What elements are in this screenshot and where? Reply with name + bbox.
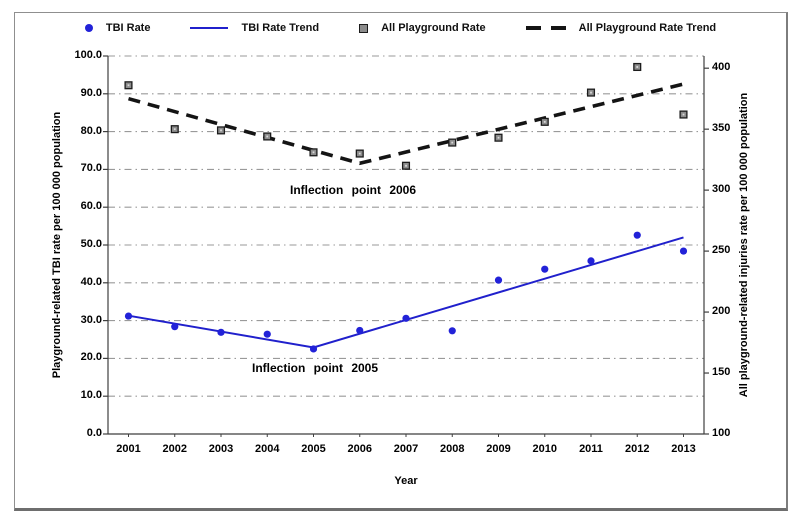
tbi-rate-point [633,231,641,239]
annotation-inflection-2006: Inflection point 2006 [289,183,417,197]
all-playground-point-center [220,129,222,132]
x-tick-label: 2010 [532,443,557,455]
legend-item-tbi-rate-trend: TBI Rate Trend [190,22,319,34]
tbi-rate-point [402,314,410,322]
tbi-rate-point [541,265,549,273]
x-tick-label: 2013 [671,443,696,455]
x-tick-label: 2007 [393,443,419,455]
all-playground-point-center [127,84,130,87]
x-axis-title: Year [394,475,418,487]
legend-item-all-playground-rate-trend: All Playground Rate Trend [525,22,717,34]
y-right-tick-label: 350 [712,122,731,135]
all-playground-point-center [590,91,592,94]
y-left-tick-label: 10.0 [80,389,102,402]
all-playground-point-center [266,135,269,138]
legend-label: TBI Rate Trend [241,22,320,34]
y-left-tick-label: 70.0 [80,162,102,175]
tbi-rate-point [494,276,503,284]
y-right-tick-label: 150 [712,366,731,379]
annotation-inflection-2005: Inflection point 2005 [251,361,379,375]
tbi-rate-point [587,257,595,265]
y-left-tick-label: 20.0 [80,351,102,364]
legend-label: All Playground Rate Trend [578,22,717,34]
plot-area [103,55,709,437]
all-playground-trend-dash-icon [525,26,566,30]
tbi-trend-line [128,236,684,349]
y-left-tick-label: 0.0 [86,427,102,439]
legend-label: All Playground Rate [381,22,486,34]
tbi-rate-point [263,330,271,338]
tbi-rate-point [356,326,364,335]
tbi-rate-point [124,312,133,320]
all-playground-square-icon [359,23,369,33]
y-right-tick-label: 100 [712,427,731,439]
all-playground-point-center [405,164,407,167]
x-tick-label: 2009 [486,443,511,455]
tbi-rate-dot-icon [84,24,93,32]
legend-label: TBI Rate [105,22,151,34]
tbi-rate-point [679,247,688,255]
all-playground-point-center [543,120,546,123]
all-playground-point-center [358,152,361,155]
tbi-rate-point [448,327,456,335]
x-tick-label: 2001 [116,443,141,455]
y-left-tick-label: 40.0 [80,275,102,288]
all-playground-point-center [451,141,454,144]
x-tick-label: 2003 [208,443,234,455]
all-playground-point-center [173,128,176,131]
y-right-tick-label: 300 [712,183,731,196]
x-tick-label: 2005 [301,443,326,455]
y-left-tick-label: 100.0 [74,49,102,61]
all-playground-point-center [682,113,685,116]
figure-border [14,12,788,511]
all-playground-trend-line [128,82,684,166]
tbi-rate-point [171,323,179,331]
y-right-tick-label: 200 [712,305,731,318]
tbi-rate-point [309,345,318,353]
y-left-tick-label: 30.0 [80,313,102,326]
legend-item-all-playground-rate: All Playground Rate [359,22,486,34]
tbi-trend-line-icon [190,27,229,29]
legend-item-tbi-rate: TBI Rate [84,22,151,34]
all-playground-point-center [636,66,639,68]
x-tick-label: 2006 [347,443,372,455]
y-left-tick-label: 50.0 [80,238,102,250]
all-playground-point-center [497,136,500,139]
y-left-tick-label: 60.0 [80,200,102,213]
x-tick-label: 2004 [255,443,280,455]
x-tick-label: 2002 [162,443,187,455]
y-left-tick-label: 90.0 [80,86,102,99]
x-tick-label: 2012 [625,443,650,455]
all-playground-point-center [312,151,315,154]
y-right-tick-label: 250 [712,244,731,257]
y-right-tick-label: 400 [712,61,731,74]
y-left-tick-label: 80.0 [80,124,102,137]
x-tick-label: 2011 [579,443,603,455]
x-tick-label: 2008 [440,443,465,455]
tbi-rate-point [217,328,225,336]
legend: TBI Rate TBI Rate Trend All Playground R… [14,22,787,34]
